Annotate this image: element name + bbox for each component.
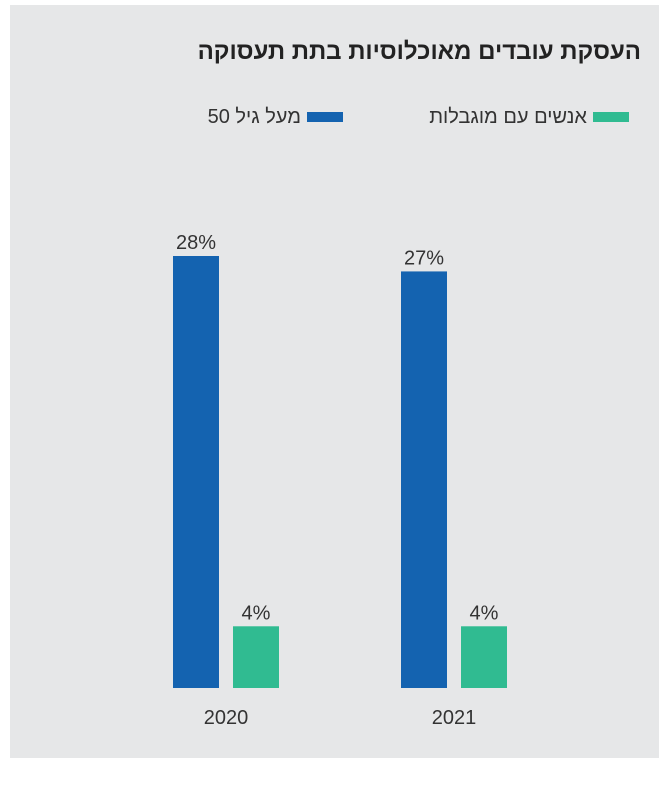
legend-label-disabilities: אנשים עם מוגבלות bbox=[429, 105, 587, 128]
data-label-2021-series-0: 27% bbox=[404, 247, 444, 269]
chart-panel bbox=[10, 5, 659, 758]
x-tick-label-2020: 2020 bbox=[204, 707, 249, 729]
legend-item-over50: מעל גיל 50 bbox=[208, 105, 343, 129]
chart-title: העסקת עובדים מאוכלוסיות בתת תעסוקה bbox=[197, 38, 641, 65]
legend-swatch-over50 bbox=[307, 112, 343, 122]
bar-2020-series-0 bbox=[173, 256, 219, 688]
data-label-2021-series-1: 4% bbox=[470, 602, 499, 624]
bar-2021-series-1 bbox=[461, 626, 507, 688]
legend-item-disabilities: אנשים עם מוגבלות bbox=[429, 105, 629, 129]
legend-swatch-disabilities bbox=[593, 112, 629, 122]
data-label-2020-series-1: 4% bbox=[242, 602, 271, 624]
bar-2020-series-1 bbox=[233, 626, 279, 688]
data-label-2020-series-0: 28% bbox=[176, 232, 216, 254]
legend-label-over50: מעל גיל 50 bbox=[207, 105, 301, 128]
bar-2021-series-0 bbox=[401, 271, 447, 688]
x-tick-label-2021: 2021 bbox=[432, 707, 477, 729]
